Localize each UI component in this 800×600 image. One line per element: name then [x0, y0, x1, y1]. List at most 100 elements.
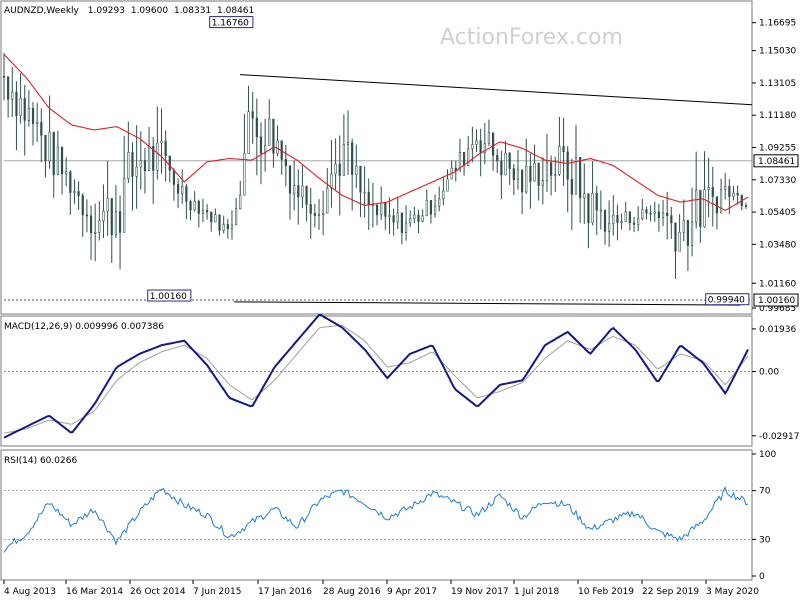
macd-ytick-label: 0.00 — [759, 368, 779, 378]
candle-body — [699, 189, 702, 227]
price-label: 1.16760 — [212, 19, 249, 29]
candle-body — [48, 131, 51, 162]
candle-body — [732, 192, 735, 197]
candle-body — [23, 98, 26, 121]
candle-body — [98, 220, 101, 233]
candle-body — [574, 156, 578, 195]
candle-body — [114, 211, 118, 236]
xtick-label: 7 Jun 2015 — [193, 587, 241, 597]
candle-body — [674, 222, 677, 252]
candle-body — [11, 91, 14, 100]
candle-body — [380, 202, 383, 216]
candle-body — [210, 211, 213, 223]
macd-line — [3, 313, 749, 439]
candle-body — [409, 218, 412, 224]
candle-body — [558, 146, 561, 175]
candle-body — [707, 187, 710, 190]
candle-body — [69, 171, 72, 193]
candle-body — [678, 231, 681, 252]
candle-body — [446, 178, 449, 192]
candle-body — [525, 165, 528, 193]
candle-body — [305, 185, 308, 205]
price-ytick-label: 1.03480 — [759, 240, 796, 250]
candle-body — [239, 194, 242, 210]
candle-body — [541, 180, 544, 186]
ohlc-open: 1.09293 — [88, 6, 125, 16]
candle-body — [355, 165, 358, 175]
candle-body — [719, 189, 723, 214]
candle-body — [31, 108, 35, 125]
candle-body — [143, 160, 147, 172]
candle-body — [711, 187, 714, 197]
macd-signal-line — [3, 324, 749, 434]
candle-body — [438, 198, 441, 207]
candle-body — [433, 205, 437, 215]
candle-body — [330, 173, 333, 189]
candle-body — [728, 185, 731, 197]
price-ytick-label: 0.99685 — [759, 304, 796, 314]
price-ytick-label: 1.13105 — [759, 79, 796, 89]
candle-body — [147, 146, 151, 172]
candle-body — [293, 185, 296, 194]
candle-body — [106, 198, 109, 212]
candle-body — [595, 193, 598, 211]
support-price-tag: 1.00160 — [758, 296, 795, 306]
candle-body — [40, 122, 43, 136]
price-ytick-label: 1.07330 — [759, 176, 796, 186]
candle-body — [218, 214, 221, 231]
candle-body — [297, 185, 300, 198]
candle-body — [624, 211, 627, 222]
candle-body — [508, 152, 511, 169]
candle-body — [637, 218, 640, 225]
candle-body — [60, 146, 64, 175]
candle-body — [102, 210, 105, 222]
candle-body — [512, 168, 515, 180]
candle-body — [156, 142, 159, 171]
price-label-box — [147, 289, 192, 302]
candle-body — [521, 169, 524, 193]
candle-body — [599, 209, 602, 212]
xtick-label: 28 Aug 2016 — [323, 587, 381, 597]
candle-body — [251, 111, 254, 119]
candle-body — [666, 212, 669, 216]
candle-body — [160, 140, 163, 144]
candle-body — [479, 140, 482, 153]
candle-body — [392, 215, 395, 223]
candle-body — [272, 118, 275, 154]
candle-body — [400, 212, 404, 233]
price-label-box — [209, 16, 254, 29]
candle-body — [118, 211, 122, 233]
candle-body — [500, 160, 503, 176]
rsi-panel — [0, 449, 753, 581]
candle-body — [462, 152, 466, 166]
price-ytick-label: 1.15030 — [759, 47, 796, 57]
candle-body — [110, 198, 113, 236]
price-ytick-label: 1.01160 — [759, 279, 796, 289]
candle-body — [587, 193, 590, 224]
candle-body — [682, 220, 685, 233]
candle-body — [131, 152, 134, 177]
candle-body — [695, 189, 698, 223]
candle-body — [483, 143, 486, 153]
rsi-line — [3, 486, 749, 553]
trendline — [239, 74, 753, 106]
candle-body — [649, 212, 652, 215]
ohlc-high: 1.09600 — [131, 6, 168, 16]
rsi-ytick-label: 30 — [759, 535, 771, 545]
xtick-label: 4 Aug 2013 — [4, 587, 56, 597]
candle-body — [52, 131, 55, 176]
candle-body — [471, 144, 474, 149]
last-price-tag-box — [753, 154, 799, 168]
candle-body — [487, 132, 491, 144]
macd-header: MACD(12,26,9) 0.009996 0.007386 — [4, 322, 164, 332]
candle-body — [404, 222, 408, 233]
candle-body — [603, 209, 607, 232]
candle-body — [653, 211, 656, 214]
candle-body — [417, 214, 420, 222]
candle-body — [56, 146, 59, 176]
candle-body — [205, 210, 209, 213]
candle-body — [214, 214, 217, 223]
rsi-header: RSI(14) 60.0266 — [4, 456, 77, 466]
candle-body — [396, 212, 399, 223]
